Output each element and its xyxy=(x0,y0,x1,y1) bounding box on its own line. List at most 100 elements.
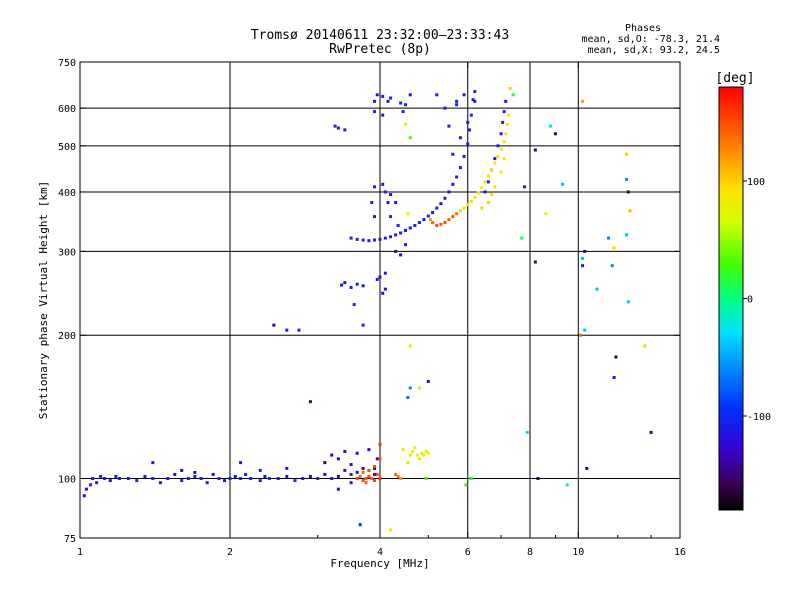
data-point xyxy=(349,236,353,240)
data-point xyxy=(501,120,505,124)
data-point xyxy=(316,477,320,481)
y-tick-label: 400 xyxy=(58,188,76,199)
data-point xyxy=(336,474,340,478)
data-point xyxy=(95,481,99,485)
data-point xyxy=(625,233,629,237)
data-point xyxy=(367,468,371,472)
data-point xyxy=(343,449,347,453)
data-point xyxy=(355,451,359,455)
data-point xyxy=(415,453,419,457)
data-point xyxy=(378,477,382,481)
data-point xyxy=(389,235,393,239)
data-point xyxy=(370,201,374,205)
data-point xyxy=(343,128,347,132)
data-point xyxy=(375,93,379,97)
data-point xyxy=(455,99,459,103)
data-point xyxy=(375,277,379,281)
data-point xyxy=(386,99,390,103)
data-point xyxy=(355,282,359,286)
data-point xyxy=(458,166,462,170)
data-point xyxy=(424,449,428,453)
data-point xyxy=(364,477,368,481)
data-point xyxy=(626,300,630,304)
data-point xyxy=(502,110,506,114)
data-point xyxy=(422,453,426,457)
data-point xyxy=(502,140,506,144)
data-point xyxy=(166,477,170,481)
data-point xyxy=(499,132,503,136)
data-point xyxy=(381,113,385,117)
data-point xyxy=(408,386,412,390)
data-point xyxy=(396,474,400,478)
data-point xyxy=(173,472,177,476)
data-point xyxy=(466,142,470,146)
data-point xyxy=(349,463,353,467)
data-point xyxy=(378,457,382,461)
data-point xyxy=(394,201,398,205)
data-point xyxy=(610,264,614,268)
data-point xyxy=(413,446,417,450)
data-point xyxy=(583,249,587,253)
data-point xyxy=(496,154,500,158)
data-point xyxy=(378,237,382,241)
data-point xyxy=(217,477,221,481)
data-point xyxy=(343,281,347,285)
colorbar-label: [deg] xyxy=(715,71,754,86)
x-tick-label: 2 xyxy=(227,547,233,558)
data-point xyxy=(455,103,459,107)
data-point xyxy=(373,466,377,470)
data-point xyxy=(199,477,203,481)
data-point xyxy=(649,430,653,434)
data-point xyxy=(490,168,494,172)
data-point xyxy=(408,136,412,140)
data-point xyxy=(381,291,385,295)
data-point xyxy=(180,479,184,483)
data-point xyxy=(297,328,301,332)
data-point xyxy=(435,93,439,97)
data-point xyxy=(406,461,410,465)
data-point xyxy=(340,283,344,287)
data-point xyxy=(462,93,466,97)
data-point xyxy=(417,221,421,225)
data-point xyxy=(581,264,585,268)
data-point xyxy=(403,103,407,107)
data-point xyxy=(223,479,227,483)
data-point xyxy=(595,287,599,291)
data-point xyxy=(581,256,585,260)
data-point xyxy=(473,99,477,103)
data-point xyxy=(375,472,379,476)
data-point xyxy=(493,157,497,161)
data-point xyxy=(336,487,340,491)
data-point xyxy=(301,477,305,481)
data-point xyxy=(399,477,403,481)
data-point xyxy=(486,201,490,205)
data-point xyxy=(643,344,647,348)
data-point xyxy=(239,477,243,481)
data-point xyxy=(263,474,267,478)
data-point xyxy=(276,477,280,481)
data-point xyxy=(426,214,430,218)
data-point xyxy=(417,386,421,390)
data-point xyxy=(381,182,385,186)
data-point xyxy=(533,260,537,264)
data-point xyxy=(480,206,484,210)
data-point xyxy=(473,90,477,94)
data-point xyxy=(625,177,629,181)
data-point xyxy=(330,477,334,481)
data-point xyxy=(84,487,88,491)
data-point xyxy=(361,238,365,242)
data-point xyxy=(435,206,439,210)
data-point xyxy=(458,209,462,213)
data-point xyxy=(625,152,629,156)
data-point xyxy=(349,472,353,476)
data-point xyxy=(612,246,616,250)
y-tick-label: 100 xyxy=(58,475,76,486)
data-point xyxy=(408,93,412,97)
data-point xyxy=(193,474,197,478)
plot-area: 1 2 4 6 8 10 16 75 100 200 300 400 500 600 750 xyxy=(58,58,686,558)
x-axis-ticks: 1 2 4 6 8 10 16 xyxy=(77,62,686,558)
data-point xyxy=(364,481,368,485)
data-point xyxy=(466,203,470,207)
data-point xyxy=(91,477,95,481)
data-point xyxy=(272,323,276,327)
